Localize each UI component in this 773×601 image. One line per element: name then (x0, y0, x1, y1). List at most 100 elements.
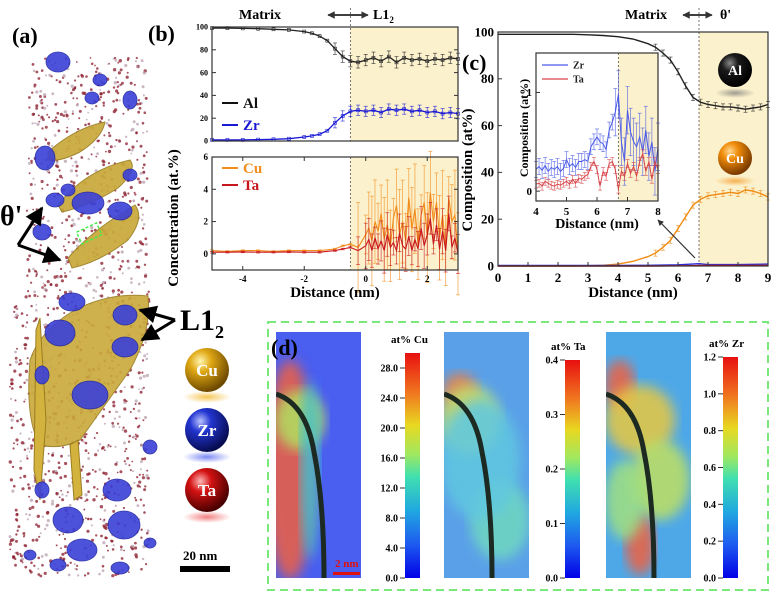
atom-dot (29, 183, 33, 186)
atom-dot (99, 505, 104, 509)
x-axis-label: Distance (nm) (588, 285, 678, 301)
atom-dot (127, 571, 130, 573)
atom-dot (143, 511, 146, 514)
atom-dot (19, 432, 22, 435)
atom-dot (145, 477, 148, 479)
atom-dot (28, 507, 32, 511)
atom-dot (121, 260, 124, 263)
x-axis-label: Distance (nm) (555, 217, 639, 232)
atom-dot (47, 470, 51, 473)
atom-dot (14, 356, 18, 360)
atom-dot (115, 98, 119, 102)
atom-dot (116, 411, 119, 413)
atom-dot (65, 130, 69, 133)
atom-dot (69, 561, 72, 564)
atom-dot (122, 112, 125, 115)
atom-dot (139, 248, 143, 252)
atom-dot (48, 479, 52, 482)
atom-dot (118, 139, 122, 143)
atom-dot (126, 71, 129, 74)
data-point (340, 54, 345, 59)
data-point (387, 107, 391, 111)
atom-dot (35, 273, 38, 276)
atom-dot (40, 275, 44, 279)
data-point (271, 27, 276, 32)
atom-dot (16, 529, 19, 532)
atom-dot (56, 111, 60, 115)
atom-dot (112, 400, 116, 404)
atom-dot (9, 478, 13, 482)
atom-dot (100, 294, 104, 298)
atom-dot (71, 110, 74, 113)
l12-precipitate (110, 561, 130, 575)
inset-arrow (657, 219, 696, 259)
atom-dot (85, 517, 87, 520)
atom-dot (143, 488, 147, 492)
atom-dot (130, 291, 133, 294)
atom-dot (9, 413, 13, 417)
atom-dot (9, 385, 11, 388)
atom-dot (40, 69, 44, 72)
l12-precipitate (107, 201, 133, 221)
atom-dot (30, 281, 33, 284)
data-point (371, 108, 376, 113)
atom-dot (129, 81, 133, 85)
atom-dot (64, 551, 67, 555)
atom-dot (59, 476, 63, 480)
data-point (379, 110, 383, 115)
atom-dot (65, 218, 69, 222)
atom-dot (55, 471, 59, 475)
concentration-region (606, 460, 645, 540)
data-point (394, 108, 399, 113)
atom-dot (118, 267, 122, 271)
atom-dot (25, 513, 28, 516)
atom-dot (122, 426, 125, 429)
sphere-label: Cu (726, 152, 744, 167)
element-sphere-zr (185, 408, 229, 452)
atom-dot (79, 83, 83, 87)
atom-dot (114, 504, 118, 507)
atom-dot (71, 218, 75, 222)
atom-dot (35, 538, 39, 542)
atom-dot (108, 276, 113, 280)
atom-dot (28, 106, 31, 109)
atom-dot (143, 354, 147, 358)
sphere-shadow (183, 451, 231, 463)
atom-dot (23, 448, 27, 451)
atom-dot (145, 151, 148, 154)
atom-dot (124, 462, 128, 466)
atom-dot (30, 304, 33, 308)
atom-dot (120, 548, 123, 552)
atom-dot (95, 495, 98, 498)
x-tick-label: 1 (525, 270, 532, 285)
sphere-label: Al (728, 64, 742, 79)
atom-dot (31, 122, 34, 125)
concentration-maps: at% Cu 0.0 4.0 8.0 12.0 16.0 20.0 24.0 28.0 at% T… (276, 332, 744, 585)
atom-dot (44, 473, 47, 476)
atom-dot (21, 423, 25, 427)
atom-dot (24, 347, 27, 350)
atom-dot (112, 100, 115, 103)
atom-dot (37, 114, 40, 117)
atom-dot (113, 81, 118, 85)
atom-dot (99, 120, 102, 123)
atom-dot (75, 169, 78, 173)
atom-dot (87, 122, 91, 126)
atom-dot (11, 387, 14, 390)
atom-dot (123, 386, 126, 389)
atom-dot (45, 523, 49, 527)
atom-dot (100, 534, 103, 538)
data-point (425, 59, 430, 64)
series-line-al (212, 27, 459, 64)
atom-dot (82, 267, 85, 270)
panel-d-concentration-maps: at% Cu 0.0 4.0 8.0 12.0 16.0 20.0 24.0 28.0 at% T… (267, 321, 769, 591)
atom-dot (90, 538, 95, 542)
atom-dot (63, 159, 68, 163)
atom-dot (77, 127, 80, 131)
atom-dot (65, 114, 69, 118)
panel-label-b: (b) (148, 21, 175, 46)
atom-dot (51, 454, 54, 457)
atom-dot (118, 415, 121, 419)
atom-dot (108, 410, 111, 414)
atom-dot (57, 294, 60, 297)
